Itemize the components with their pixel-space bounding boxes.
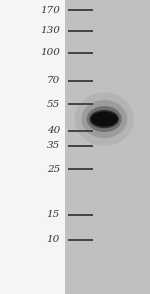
Ellipse shape — [75, 92, 134, 146]
Bar — [0, 0, 65, 294]
Text: 70: 70 — [47, 76, 60, 85]
Text: 10: 10 — [47, 235, 60, 244]
Text: 55: 55 — [47, 100, 60, 109]
Text: 35: 35 — [47, 141, 60, 150]
Text: 100: 100 — [40, 49, 60, 57]
Ellipse shape — [91, 111, 118, 127]
Text: 15: 15 — [47, 210, 60, 219]
Text: 170: 170 — [40, 6, 60, 15]
Text: 40: 40 — [47, 126, 60, 135]
Ellipse shape — [89, 110, 119, 128]
Text: 25: 25 — [47, 165, 60, 173]
Text: 130: 130 — [40, 26, 60, 35]
Ellipse shape — [87, 106, 122, 132]
Bar — [65, 0, 150, 294]
Ellipse shape — [81, 100, 127, 138]
